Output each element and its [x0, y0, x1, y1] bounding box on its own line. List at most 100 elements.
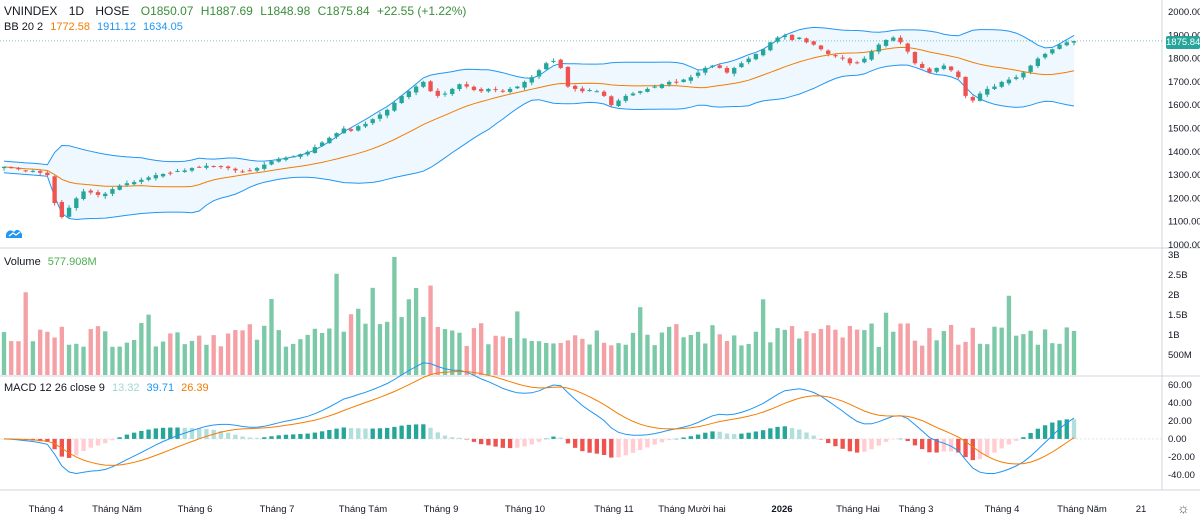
candle	[319, 141, 325, 147]
macd-legend[interactable]: MACD 12 26 close 9 13.32 39.71 26.39	[4, 381, 213, 395]
volume-bar	[298, 339, 303, 375]
symbol-name[interactable]: VNINDEX	[4, 4, 58, 18]
macd-signal-line	[3, 370, 1075, 466]
volume-bar	[507, 337, 513, 375]
macd-label[interactable]: MACD 12 26 close 9	[4, 382, 105, 394]
time-tick-label: Tháng 4	[985, 504, 1020, 515]
symbol-legend[interactable]: VNINDEX 1D HOSE O1850.07 H1887.69 L1848.…	[4, 4, 470, 18]
candle-body	[23, 170, 28, 172]
candle-body	[652, 86, 657, 88]
volume-bar	[399, 317, 404, 375]
candle	[782, 33, 787, 40]
price-axis[interactable]: 2000.00 1900.00 1800.00 1700.00 1600.00 1500.…	[1168, 7, 1200, 251]
volume-bar	[992, 326, 997, 375]
candle-body	[225, 166, 231, 169]
macd-histogram-bar	[88, 438, 93, 448]
volume-bar	[500, 336, 506, 375]
candle-body	[334, 133, 339, 137]
macd-histogram-bar	[818, 438, 824, 440]
candle	[804, 37, 809, 44]
candle-body	[204, 165, 209, 168]
volume-bar	[840, 337, 845, 375]
macd-histogram-bar	[95, 438, 101, 446]
candle	[9, 166, 14, 169]
time-axis[interactable]: Tháng 4 Tháng Năm Tháng 6 Tháng 7 Tháng Tám T…	[29, 504, 1147, 515]
volume-bar	[1050, 343, 1055, 375]
interval[interactable]: 1D	[68, 4, 85, 18]
candle-body	[442, 93, 448, 95]
candle-body	[305, 151, 310, 155]
volume-bar	[312, 328, 318, 375]
macd-histogram-bar	[544, 438, 549, 440]
macd-histogram-bar	[110, 438, 115, 441]
volume-bar	[1021, 334, 1026, 375]
macd-histogram-bar	[876, 438, 881, 446]
tradingview-logo-icon[interactable]	[4, 226, 24, 240]
volume-axis[interactable]: 3B 2.5B 2B 1.5B 1B 500M	[1168, 250, 1192, 361]
candle	[160, 173, 166, 178]
candle-body	[732, 67, 737, 74]
settings-gear-icon[interactable]: ☼	[1177, 500, 1190, 516]
volume-bar	[789, 326, 795, 375]
candle	[66, 205, 72, 219]
candle-body	[956, 71, 961, 78]
candle	[638, 90, 643, 95]
candle-body	[920, 64, 925, 68]
volume-bar	[269, 299, 274, 375]
candle	[789, 34, 795, 42]
macd-tick-label: 0.00	[1168, 434, 1187, 445]
macd-histogram-bar	[254, 437, 260, 439]
candle	[898, 35, 903, 45]
bb-legend[interactable]: BB 20 2 1772.58 1911.12 1634.05	[4, 20, 187, 34]
macd-histogram-bar	[638, 438, 643, 451]
volume-bar	[240, 330, 245, 375]
time-tick-label: Tháng Năm	[1057, 504, 1107, 515]
volume-bar	[59, 326, 65, 375]
volume-bar	[760, 299, 766, 375]
bb-label[interactable]: BB 20 2	[4, 21, 44, 33]
candle-body	[1050, 49, 1055, 54]
macd-histogram-bar	[703, 432, 708, 439]
candle-body	[594, 91, 600, 93]
macd-histogram-bar	[385, 427, 390, 439]
candle-body	[377, 114, 383, 119]
candle	[95, 189, 101, 198]
macd-histogram-bar	[760, 430, 766, 439]
volume-tick-label: 3B	[1168, 250, 1180, 261]
macd-histogram-bar	[1042, 425, 1048, 439]
candle-body	[66, 207, 72, 217]
candle	[457, 83, 462, 92]
macd-histogram-bar	[724, 433, 730, 439]
candle	[269, 160, 274, 166]
volume-bar	[370, 287, 375, 375]
macd-axis[interactable]: 60.00 40.00 20.00 0.00 -20.00 -40.00	[1168, 380, 1195, 481]
macd-histogram-bar	[66, 438, 72, 458]
candle	[233, 167, 238, 174]
volume-bar	[341, 331, 346, 375]
macd-histogram-bar	[334, 428, 339, 439]
candle-body	[551, 60, 556, 62]
candle	[746, 56, 751, 65]
volume-bar	[385, 321, 390, 375]
candle-body	[977, 93, 983, 101]
macd-histogram-bar	[1064, 419, 1069, 439]
volume-label[interactable]: Volume	[4, 256, 41, 268]
volume-bar	[1042, 329, 1048, 375]
candle-body	[891, 37, 896, 41]
macd-histogram-bar	[1006, 438, 1012, 445]
volume-legend[interactable]: Volume 577.908M	[4, 255, 101, 269]
macd-histogram-bar	[587, 438, 592, 453]
candle-body	[789, 34, 795, 40]
macd-histogram-bar	[985, 438, 990, 457]
candle-body	[103, 193, 108, 197]
candle	[681, 78, 686, 83]
volume-bar	[652, 345, 657, 375]
macd-histogram-bar	[377, 428, 383, 439]
macd-histogram-bar	[1057, 420, 1062, 439]
macd-histogram-bar	[204, 428, 209, 439]
volume-bar	[52, 337, 57, 375]
macd-histogram-bar	[218, 431, 224, 439]
volume-bar	[912, 340, 918, 375]
macd-histogram-bar	[674, 438, 679, 440]
